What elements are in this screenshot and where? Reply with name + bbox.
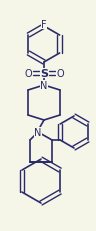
Text: N: N	[34, 128, 42, 137]
Text: N: N	[40, 81, 48, 91]
Text: F: F	[41, 20, 47, 30]
Text: O: O	[24, 69, 32, 79]
Text: O: O	[56, 69, 64, 79]
Text: S: S	[40, 69, 48, 79]
